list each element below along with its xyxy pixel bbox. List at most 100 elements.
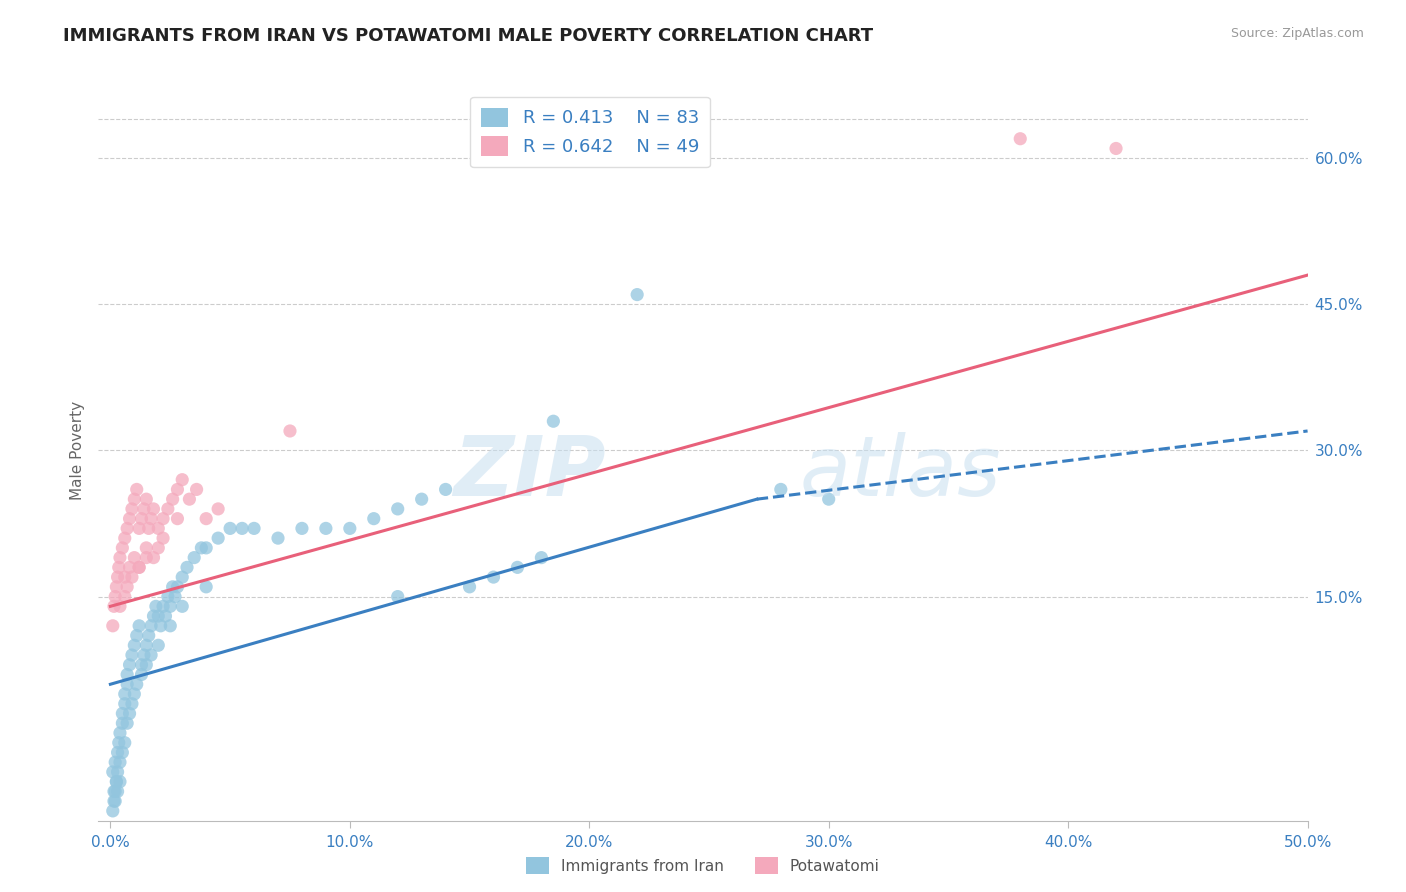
Point xyxy=(111,746,134,760)
Point xyxy=(114,687,136,701)
Point xyxy=(115,677,138,691)
Point xyxy=(111,541,134,555)
Text: ZIP: ZIP xyxy=(454,432,606,513)
Point xyxy=(543,414,565,428)
Point xyxy=(135,541,157,555)
Point xyxy=(162,492,184,507)
Point xyxy=(107,736,129,750)
Point xyxy=(128,560,150,574)
Point xyxy=(172,570,194,584)
Point xyxy=(135,657,157,672)
Point xyxy=(115,580,138,594)
Point xyxy=(195,511,218,525)
Text: Source: ZipAtlas.com: Source: ZipAtlas.com xyxy=(1230,27,1364,40)
Point xyxy=(108,755,131,769)
Text: atlas: atlas xyxy=(800,432,1001,513)
Point xyxy=(530,550,553,565)
Point xyxy=(105,580,128,594)
Point xyxy=(131,667,153,681)
Point xyxy=(125,677,148,691)
Point xyxy=(145,599,167,614)
Point xyxy=(121,502,143,516)
Point xyxy=(108,550,131,565)
Point xyxy=(114,531,136,545)
Point xyxy=(104,784,127,798)
Point xyxy=(108,599,131,614)
Point xyxy=(162,580,184,594)
Point xyxy=(458,580,481,594)
Point xyxy=(166,511,188,525)
Point xyxy=(132,502,155,516)
Point xyxy=(131,511,153,525)
Point xyxy=(155,609,177,624)
Point xyxy=(148,609,170,624)
Point xyxy=(163,590,186,604)
Point xyxy=(148,638,170,652)
Point xyxy=(156,590,179,604)
Point xyxy=(142,609,165,624)
Point xyxy=(135,492,157,507)
Point xyxy=(128,521,150,535)
Point xyxy=(363,511,385,525)
Point xyxy=(139,511,162,525)
Point xyxy=(267,531,290,545)
Point xyxy=(132,648,155,662)
Point xyxy=(291,521,314,535)
Text: IMMIGRANTS FROM IRAN VS POTAWATOMI MALE POVERTY CORRELATION CHART: IMMIGRANTS FROM IRAN VS POTAWATOMI MALE … xyxy=(63,27,873,45)
Point xyxy=(172,473,194,487)
Point xyxy=(387,502,409,516)
Point xyxy=(111,706,134,721)
Point xyxy=(387,590,409,604)
Point xyxy=(115,716,138,731)
Point xyxy=(121,697,143,711)
Point xyxy=(219,521,242,535)
Point xyxy=(108,774,131,789)
Point xyxy=(207,531,229,545)
Point xyxy=(105,774,128,789)
Point xyxy=(111,716,134,731)
Point xyxy=(118,657,141,672)
Point xyxy=(142,502,165,516)
Legend: Immigrants from Iran, Potawatomi: Immigrants from Iran, Potawatomi xyxy=(520,851,886,880)
Point xyxy=(121,570,143,584)
Point xyxy=(626,287,648,301)
Point xyxy=(159,619,181,633)
Point xyxy=(103,794,125,808)
Point xyxy=(148,541,170,555)
Point xyxy=(138,628,160,642)
Point xyxy=(176,560,198,574)
Point xyxy=(139,648,162,662)
Point xyxy=(104,590,127,604)
Point xyxy=(114,736,136,750)
Point xyxy=(142,550,165,565)
Point xyxy=(115,667,138,681)
Point xyxy=(149,619,172,633)
Point xyxy=(482,570,505,584)
Point xyxy=(166,483,188,497)
Point xyxy=(190,541,212,555)
Point xyxy=(118,511,141,525)
Point xyxy=(434,483,457,497)
Point xyxy=(278,424,301,438)
Point xyxy=(183,550,205,565)
Point xyxy=(124,550,146,565)
Point xyxy=(124,638,146,652)
Point xyxy=(124,687,146,701)
Point xyxy=(114,570,136,584)
Point xyxy=(124,492,146,507)
Point xyxy=(179,492,201,507)
Point xyxy=(138,521,160,535)
Point xyxy=(118,560,141,574)
Point xyxy=(148,521,170,535)
Point xyxy=(107,746,129,760)
Point xyxy=(128,619,150,633)
Point xyxy=(125,483,148,497)
Point xyxy=(231,521,253,535)
Point xyxy=(101,619,124,633)
Point xyxy=(103,599,125,614)
Legend: R = 0.413    N = 83, R = 0.642    N = 49: R = 0.413 N = 83, R = 0.642 N = 49 xyxy=(470,96,710,167)
Point xyxy=(411,492,433,507)
Point xyxy=(107,764,129,779)
Point xyxy=(195,580,218,594)
Point xyxy=(156,502,179,516)
